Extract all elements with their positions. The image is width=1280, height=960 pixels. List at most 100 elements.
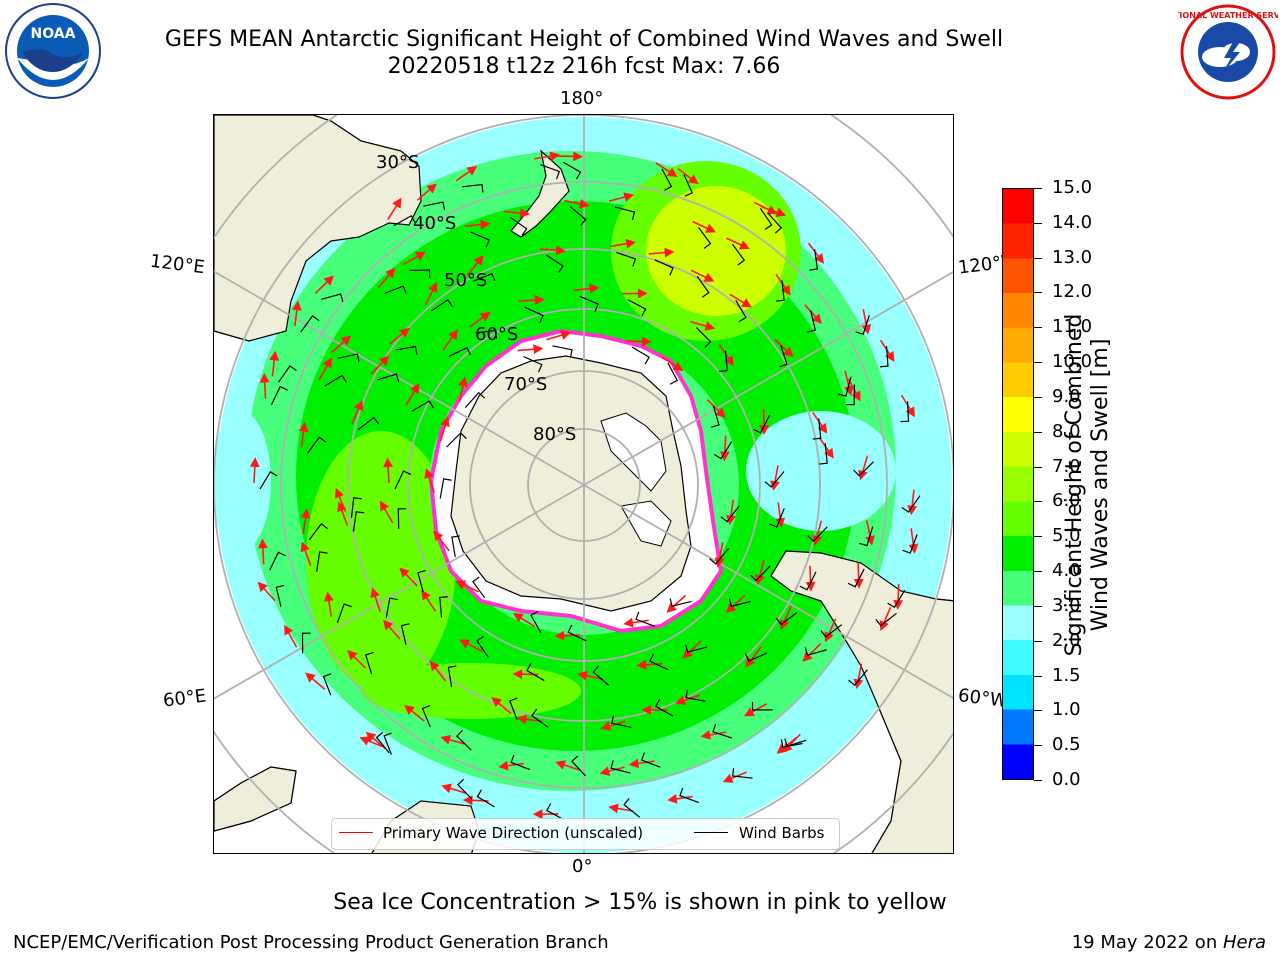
wind-barb	[812, 418, 822, 440]
wind-barb	[383, 732, 392, 755]
wind-barb	[887, 589, 906, 609]
wind-barb	[397, 508, 407, 529]
colorbar-tick	[1034, 188, 1042, 189]
wave-direction-arrowhead	[555, 245, 566, 256]
wind-barb	[259, 471, 278, 490]
wave-direction-arrowhead	[905, 406, 915, 418]
colorbar-tick-label: 3.0	[1052, 594, 1081, 616]
wind-barb	[451, 535, 460, 557]
wave-direction-arrowhead	[641, 705, 652, 715]
lon-label-0: 0°	[572, 856, 593, 877]
wave-direction-arrowhead	[323, 591, 334, 602]
wind-barb-label: Wind Barbs	[739, 824, 825, 842]
wave-direction-arrowhead	[534, 295, 545, 306]
wave-direction-arrowhead	[549, 151, 560, 162]
wind-barb	[759, 208, 773, 230]
map-legend: Primary Wave Direction (unscaled) Wind B…	[331, 818, 840, 850]
colorbar-tick-label: 0.0	[1052, 769, 1081, 790]
wind-barb	[683, 174, 694, 197]
wave-direction-arrowhead	[466, 165, 478, 176]
wind-barb	[524, 306, 544, 324]
wave-direction-arrowhead	[560, 330, 572, 340]
wind-barb	[735, 300, 747, 323]
colorbar-tick-label: 8.0	[1052, 420, 1081, 442]
wave-direction-arrowhead	[781, 284, 791, 296]
wave-direction-arrowhead	[573, 151, 583, 162]
wind-barb	[807, 310, 816, 333]
wave-direction-arrowhead	[441, 783, 452, 794]
wind-barb	[417, 569, 426, 593]
wave-direction-arrowhead	[455, 580, 467, 590]
wave-direction-arrowhead	[599, 766, 611, 776]
wind-barb	[352, 511, 365, 532]
wave-direction-arrowhead	[259, 372, 270, 383]
wind-barb	[719, 350, 728, 372]
wind-barb	[610, 760, 631, 774]
wind-barb	[749, 565, 771, 582]
colorbar-tick-label: 7.0	[1052, 455, 1081, 477]
wave-direction-arrowhead	[359, 736, 371, 746]
wind-barb	[526, 663, 545, 682]
wind-barb	[614, 206, 636, 220]
wave-direction-arrowhead	[637, 288, 648, 299]
wind-barb	[711, 405, 720, 428]
wind-barb	[837, 376, 852, 397]
polar-map	[213, 114, 954, 854]
wind-barb	[509, 697, 518, 720]
footer-date-text: 19 May 2022 on	[1071, 932, 1223, 953]
footer-credit: NCEP/EMC/Verification Post Processing Pr…	[13, 932, 609, 953]
wave-direction-arrowhead	[519, 208, 530, 219]
wind-barb	[709, 548, 730, 565]
wind-barb	[776, 280, 785, 302]
lon-label-60e: 60°E	[161, 685, 208, 712]
wind-barb	[669, 598, 692, 607]
wind-barb	[753, 414, 771, 434]
wind-barb	[579, 295, 599, 312]
wave-direction-arrowhead	[885, 351, 895, 362]
wind-barb	[661, 168, 673, 191]
wave-direction-arrowhead	[305, 672, 316, 683]
wind-barb	[569, 206, 587, 227]
wind-barb	[667, 362, 679, 385]
wind-barb	[421, 704, 431, 728]
colorbar-tick-label: 2.0	[1052, 629, 1081, 651]
wave-direction-arrowhead	[667, 794, 678, 804]
colorbar-tick-label: 15.0	[1052, 177, 1093, 198]
colorbar-tick	[1034, 362, 1042, 364]
lon-label-60w: 60°W	[956, 685, 1009, 712]
lat-label-30s: 30°S	[376, 152, 420, 173]
wind-barb	[847, 568, 865, 588]
wind-barb	[448, 346, 471, 357]
wave-direction-arrowhead	[424, 468, 434, 479]
wind-barb	[780, 739, 803, 748]
wave-direction-arrowhead	[512, 613, 524, 623]
wave-direction-arrowhead	[672, 361, 684, 372]
colorbar-tick-label: 9.0	[1052, 385, 1081, 407]
colorbar-tick	[1034, 396, 1042, 398]
wave-direction-arrowhead	[851, 390, 861, 402]
wind-barb	[364, 652, 374, 675]
wind-barb	[654, 699, 674, 717]
wave-direction-arrowhead	[512, 669, 523, 680]
wind-barb	[623, 798, 641, 818]
wave-direction-arrowhead	[257, 581, 268, 593]
wave-direction-arrowhead	[337, 501, 347, 513]
wave-direction-arrowhead	[664, 247, 675, 258]
wind-barb	[384, 285, 407, 294]
wind-barb	[820, 624, 843, 638]
colorbar-tick	[1034, 222, 1042, 224]
wind-barb	[300, 315, 320, 333]
wave-direction-arrowhead	[426, 183, 437, 194]
wave-direction-arrowhead	[579, 198, 590, 209]
wave-direction-arrowhead	[623, 617, 634, 628]
wind-barb	[336, 603, 352, 624]
wind-barb	[649, 653, 669, 671]
lon-label-180: 180°	[560, 88, 604, 109]
wind-barb	[635, 611, 655, 627]
wave-direction-arrowhead	[269, 350, 280, 361]
colorbar-tick	[1034, 605, 1042, 607]
wave-direction-arrowhead	[844, 385, 854, 396]
wind-barb	[350, 497, 362, 518]
lon-label-120e: 120°E	[148, 250, 206, 279]
wave-direction-arrowhead	[379, 500, 389, 512]
